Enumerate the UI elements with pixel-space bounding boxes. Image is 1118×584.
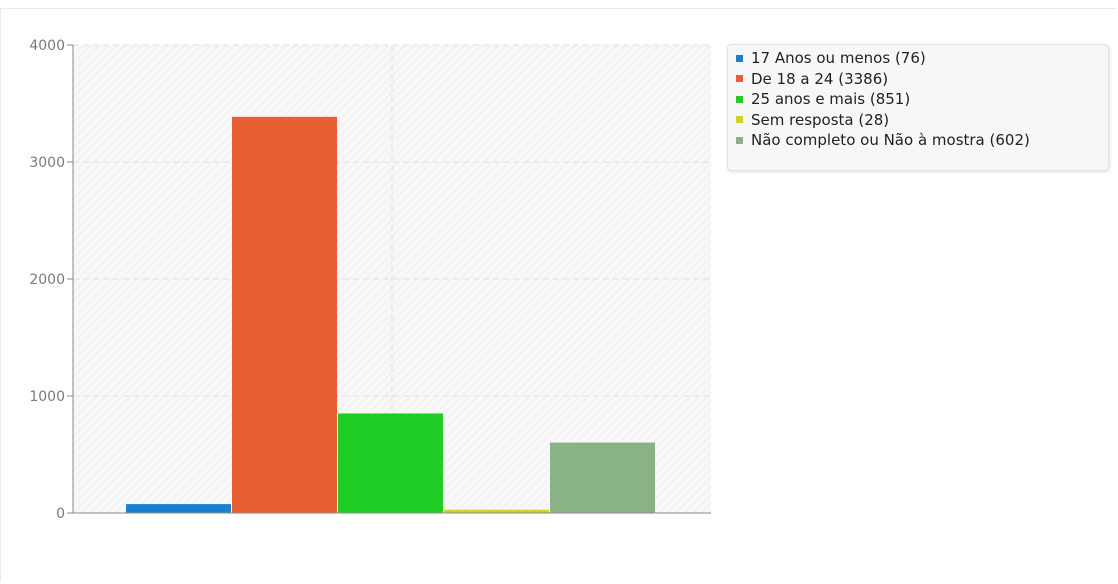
legend-swatch: [736, 54, 743, 62]
legend-label: 17 Anos ou menos (76): [751, 49, 926, 68]
bar-4: [550, 442, 655, 513]
bar-3: [444, 509, 549, 513]
y-tick-label: 3000: [29, 155, 65, 171]
bar-0: [126, 504, 231, 513]
chart-frame: [0, 8, 1116, 582]
legend: 17 Anos ou menos (76) De 18 a 24 (3386) 25…: [727, 44, 1109, 171]
legend-item: 17 Anos ou menos (76): [736, 48, 1102, 69]
legend-swatch: [736, 116, 743, 124]
legend-swatch: [736, 75, 743, 83]
legend-swatch: [736, 136, 743, 144]
legend-label: De 18 a 24 (3386): [751, 69, 889, 88]
y-tick-labels: 0 1000 2000 3000 4000: [29, 38, 73, 522]
y-tick-label: 4000: [29, 38, 65, 54]
legend-label: Não completo ou Não à mostra (602): [751, 131, 1030, 150]
legend-label: 25 anos e mais (851): [751, 90, 911, 109]
legend-item: Sem resposta (28): [736, 110, 1102, 131]
y-tick-label: 0: [56, 506, 65, 522]
bars: [126, 116, 655, 513]
legend-item: 25 anos e mais (851): [736, 89, 1102, 110]
y-tick-label: 2000: [29, 272, 65, 288]
bar-2: [338, 413, 443, 513]
legend-item: De 18 a 24 (3386): [736, 69, 1102, 90]
legend-item: Não completo ou Não à mostra (602): [736, 130, 1102, 151]
legend-label: Sem resposta (28): [751, 110, 890, 129]
bar-1: [232, 116, 337, 513]
legend-swatch: [736, 95, 743, 103]
y-tick-label: 1000: [29, 389, 65, 405]
